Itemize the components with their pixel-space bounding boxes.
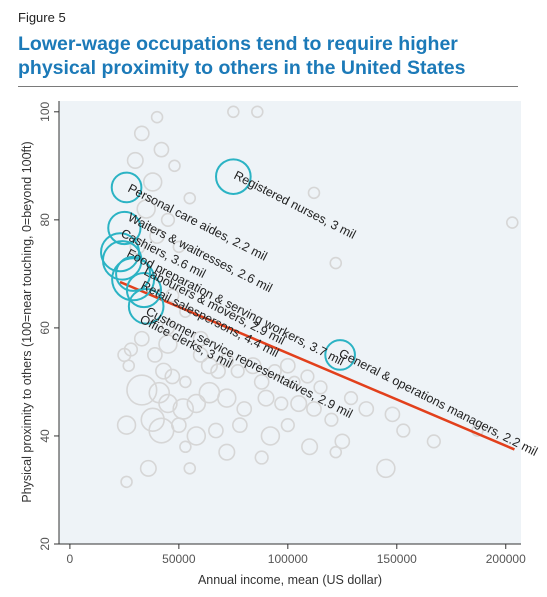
background-bubble bbox=[122, 359, 136, 372]
highlighted-bubble bbox=[125, 272, 163, 309]
background-bubble bbox=[324, 412, 339, 427]
x-tick-label: 200000 bbox=[486, 552, 526, 566]
highlighted-bubble bbox=[324, 339, 356, 371]
background-bubble bbox=[334, 433, 351, 450]
background-bubble bbox=[136, 199, 156, 219]
background-bubble bbox=[288, 375, 301, 389]
background-bubble bbox=[260, 426, 281, 446]
background-bubble bbox=[183, 462, 197, 475]
background-bubble bbox=[254, 450, 269, 465]
background-bubble bbox=[208, 422, 224, 439]
background-bubble bbox=[257, 389, 275, 407]
background-bubble bbox=[160, 320, 176, 336]
background-bubble bbox=[164, 368, 181, 385]
background-bubble bbox=[280, 418, 295, 433]
background-bubble bbox=[313, 380, 328, 395]
background-bubble bbox=[396, 423, 411, 438]
background-bubble bbox=[120, 475, 133, 489]
background-bubble bbox=[307, 186, 321, 200]
background-bubble bbox=[329, 445, 343, 459]
background-bubble bbox=[343, 391, 359, 406]
background-bubble bbox=[236, 401, 253, 417]
background-bubble bbox=[133, 125, 150, 142]
background-bubble bbox=[179, 440, 192, 454]
background-bubble bbox=[426, 434, 441, 449]
background-bubble bbox=[274, 396, 289, 411]
x-tick-label: 0 bbox=[67, 552, 74, 566]
background-bubble bbox=[192, 330, 209, 347]
background-bubble bbox=[279, 357, 296, 374]
background-bubble bbox=[170, 417, 187, 434]
background-bubble bbox=[158, 334, 178, 354]
y-tick-label: 80 bbox=[38, 213, 52, 227]
background-bubble bbox=[129, 238, 146, 255]
chart-title: Lower-wage occupations tend to require h… bbox=[18, 33, 466, 79]
background-bubble bbox=[158, 393, 178, 414]
trend-line bbox=[119, 280, 515, 451]
x-axis-label: Annual income, mean (US dollar) bbox=[198, 573, 382, 587]
background-bubble bbox=[153, 141, 170, 158]
background-bubble bbox=[150, 110, 164, 124]
background-bubble bbox=[301, 438, 319, 456]
background-bubble bbox=[142, 172, 163, 192]
y-axis-label: Physical proximity to others (100=near t… bbox=[20, 141, 34, 502]
background-bubble bbox=[165, 288, 180, 303]
background-bubble bbox=[149, 228, 165, 244]
background-bubble bbox=[290, 394, 308, 413]
highlighted-bubble bbox=[127, 287, 165, 325]
background-bubble bbox=[186, 426, 207, 446]
background-bubble bbox=[227, 105, 240, 119]
y-tick-label: 40 bbox=[38, 429, 52, 443]
background-bubble bbox=[168, 159, 181, 173]
background-bubble bbox=[155, 362, 173, 380]
highlighted-bubble bbox=[110, 171, 143, 204]
background-bubble bbox=[218, 443, 236, 461]
background-bubble bbox=[192, 347, 209, 363]
background-bubble bbox=[384, 406, 401, 423]
background-bubble bbox=[253, 374, 270, 390]
background-bubble bbox=[358, 401, 375, 417]
plot-area bbox=[59, 101, 521, 544]
background-bubble bbox=[139, 459, 157, 477]
background-bubble bbox=[126, 374, 158, 406]
background-bubble bbox=[230, 363, 245, 379]
background-bubble bbox=[200, 357, 218, 375]
background-bubble bbox=[376, 458, 396, 479]
background-bubble bbox=[186, 393, 207, 414]
title-divider bbox=[18, 86, 518, 87]
background-bubble bbox=[172, 240, 186, 254]
background-bubble bbox=[183, 191, 197, 205]
y-tick-label: 20 bbox=[38, 537, 52, 551]
background-bubble bbox=[147, 347, 163, 363]
highlighted-bubble bbox=[215, 158, 252, 195]
figure-label: Figure 5 bbox=[18, 10, 66, 25]
x-tick-label: 150000 bbox=[377, 552, 417, 566]
highlighted-bubble bbox=[111, 257, 156, 302]
background-bubble bbox=[267, 363, 282, 379]
background-bubble bbox=[329, 256, 343, 270]
background-bubble bbox=[300, 369, 315, 384]
x-tick-label: 100000 bbox=[268, 552, 308, 566]
background-bubble bbox=[217, 388, 237, 408]
x-tick-label: 50000 bbox=[162, 552, 196, 566]
background-bubble bbox=[506, 216, 519, 229]
background-bubble bbox=[116, 415, 137, 435]
background-bubble bbox=[126, 151, 144, 169]
background-bubble bbox=[232, 417, 248, 434]
y-tick-label: 100 bbox=[38, 101, 52, 121]
background-bubble bbox=[160, 212, 176, 227]
background-bubble bbox=[244, 357, 262, 375]
background-bubble bbox=[251, 105, 264, 119]
background-bubble bbox=[210, 363, 226, 379]
background-bubble bbox=[306, 401, 322, 417]
background-bubble bbox=[219, 353, 234, 368]
background-bubble bbox=[133, 330, 150, 347]
background-bubble bbox=[179, 375, 192, 389]
highlighted-bubble bbox=[107, 210, 142, 246]
background-bubble bbox=[140, 407, 165, 432]
y-tick-label: 60 bbox=[38, 321, 52, 335]
